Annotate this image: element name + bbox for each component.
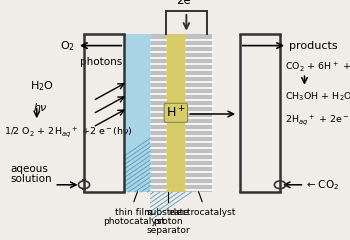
Text: 1/2 O$_2$ + 2H$_{aq}$$^+$ +2 e$^-$(hν): 1/2 O$_2$ + 2H$_{aq}$$^+$ +2 e$^-$(hν) [4, 126, 132, 140]
Text: substrate: substrate [147, 208, 189, 216]
Text: photons: photons [80, 57, 122, 67]
Text: O$_2$: O$_2$ [60, 39, 75, 53]
Text: 2H$_{aq}$$^+$ + 2e$^-$ → H$_2$: 2H$_{aq}$$^+$ + 2e$^-$ → H$_2$ [285, 114, 350, 128]
Text: H$^+$: H$^+$ [166, 105, 186, 120]
Bar [150, 34, 166, 192]
Text: photocatalyst: photocatalyst [103, 217, 165, 226]
Text: CH$_3$OH + H$_2$O: CH$_3$OH + H$_2$O [285, 91, 350, 103]
Text: 2e⁻: 2e⁻ [176, 0, 197, 7]
Text: electrocatalyst: electrocatalyst [168, 208, 236, 216]
Bar [186, 34, 212, 192]
Bar [166, 34, 186, 192]
Text: aqeous: aqeous [10, 164, 48, 174]
Text: CO$_2$ + 6H$^+$ + 6e$^-$: CO$_2$ + 6H$^+$ + 6e$^-$ [285, 60, 350, 74]
Text: solution: solution [10, 174, 52, 184]
Text: thin film: thin film [115, 208, 153, 216]
Text: separator: separator [146, 226, 190, 235]
Text: H$_2$O: H$_2$O [30, 79, 54, 93]
Text: hν: hν [34, 103, 47, 113]
Text: products: products [289, 41, 337, 51]
Text: proton: proton [153, 217, 183, 226]
Text: ← CO$_2$: ← CO$_2$ [306, 178, 340, 192]
Bar [124, 34, 150, 192]
